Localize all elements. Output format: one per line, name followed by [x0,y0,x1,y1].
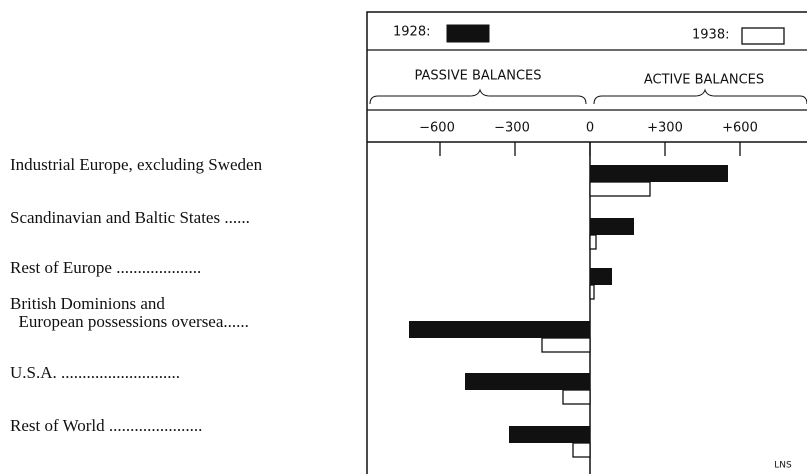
bar-1928 [590,268,612,285]
bar-1938 [562,389,591,405]
note: LNS [774,461,792,471]
bar-1928 [465,373,590,390]
panel-frame [366,11,807,474]
bar-1938 [589,181,651,197]
x-tick-label: +600 [722,121,758,136]
legend-label: 1938: [692,28,729,43]
category-label: Rest of Europe .................... [10,258,201,277]
bar-1928 [590,218,634,235]
bar-1928 [509,426,590,443]
bar-1938 [589,284,595,300]
heading: ACTIVE BALANCES [644,73,764,88]
active-brace [593,88,807,105]
category-label: Industrial Europe, excluding Sweden [10,155,263,174]
category-label: U.S.A. ............................ [10,363,180,382]
x-tick-label: −300 [494,121,530,136]
heading: PASSIVE BALANCES [415,69,542,84]
legend-swatch [741,27,785,45]
legend-label: 1928: [393,25,430,40]
x-tick-label: 0 [586,121,594,136]
legend-swatch [446,24,490,43]
category-label: British Dominions and European possessio… [10,294,249,331]
x-tick-label: −600 [419,121,455,136]
bar-1938 [541,337,591,353]
bar-1938 [572,442,591,458]
category-label: Rest of World ...................... [10,416,202,435]
category-label: Scandinavian and Baltic States ...... [10,208,250,227]
bar-1928 [409,321,590,338]
passive-brace [369,88,587,105]
bar-1928 [590,165,728,182]
bar-1938 [589,234,597,250]
x-tick-label: +300 [647,121,683,136]
